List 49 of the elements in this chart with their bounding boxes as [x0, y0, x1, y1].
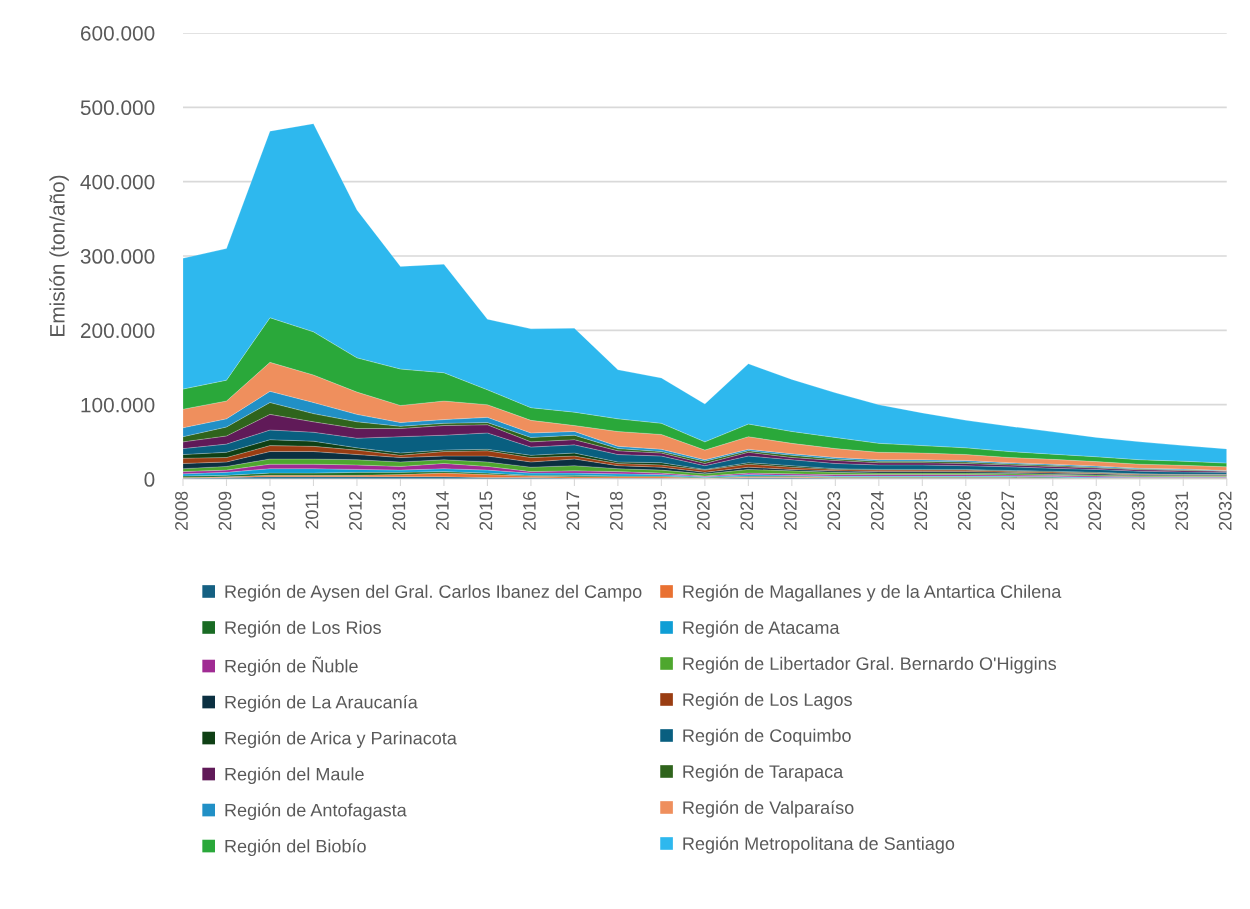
legend-label: Región de Coquimbo [683, 728, 851, 746]
x-tick-label: 2021 [740, 491, 754, 531]
x-tick-label: 2026 [957, 491, 971, 531]
legend-label: Región de Los Rios [225, 620, 381, 638]
y-tick-label: 300.000 [80, 249, 155, 264]
x-tick-label: 2019 [653, 491, 667, 531]
x-tick-label: 2016 [522, 491, 536, 531]
legend-label: Región de Aysen del Gral. Carlos Ibanez del Campo [225, 584, 642, 602]
legend-label: Región de Tarapaca [683, 764, 844, 782]
x-tick-label: 2028 [1044, 491, 1058, 531]
legend-label: Región del Maule [225, 767, 364, 785]
legend-label: Región de Atacama [683, 620, 840, 638]
x-tick-label: 2008 [175, 491, 188, 531]
legend-label: Región Metropolitana de Santiago [683, 836, 955, 854]
x-tick-label: 2030 [1131, 491, 1145, 531]
y-axis-title: Emisión (ton/año) [49, 175, 69, 336]
y-tick-label: 600.000 [80, 26, 155, 41]
x-tick-label: 2013 [392, 491, 406, 531]
y-tick-label: 400.000 [80, 174, 155, 190]
x-tick-label: 2011 [305, 491, 319, 529]
legend-label: Región de Ñuble [225, 656, 358, 677]
y-tick-label: 0 [144, 472, 155, 487]
legend-label: Región de Libertador Gral. Bernardo O'Higgins [683, 656, 1057, 674]
x-tick-label: 2025 [914, 491, 928, 531]
legend-label: Región de Los Lagos [683, 692, 852, 710]
x-tick-label: 2031 [1175, 491, 1189, 531]
y-tick-label: 100.000 [81, 397, 155, 413]
legend-label: Región de Magallanes y de la Antartica Chilena [683, 584, 1062, 602]
x-tick-label: 2020 [696, 491, 710, 531]
x-tick-label: 2012 [349, 491, 362, 531]
x-tick-label: 2022 [783, 491, 797, 531]
x-tick-label: 2014 [436, 491, 449, 531]
x-tick-label: 2017 [566, 491, 580, 531]
y-tick-label: 200.000 [80, 323, 155, 339]
x-tick-label: 2032 [1218, 491, 1232, 531]
x-tick-label: 2015 [479, 491, 493, 531]
x-tick-label: 2009 [218, 491, 232, 531]
y-tick-label: 500.000 [80, 100, 155, 116]
x-tick-label: 2023 [827, 491, 841, 531]
x-tick-label: 2010 [262, 491, 275, 531]
legend-label: Región de La Araucanía [225, 695, 418, 713]
x-tick-label: 2018 [609, 491, 623, 531]
x-tick-label: 2029 [1088, 491, 1102, 531]
legend-label: Región de Antofagasta [225, 803, 407, 821]
legend-label: Región de Arica y Parinacota [225, 731, 457, 749]
x-tick-label: 2027 [1001, 491, 1015, 531]
legend-label: Región de Valparaíso [683, 800, 854, 818]
legend-label: Región del Biobío [225, 839, 366, 857]
x-tick-label: 2024 [870, 491, 884, 531]
